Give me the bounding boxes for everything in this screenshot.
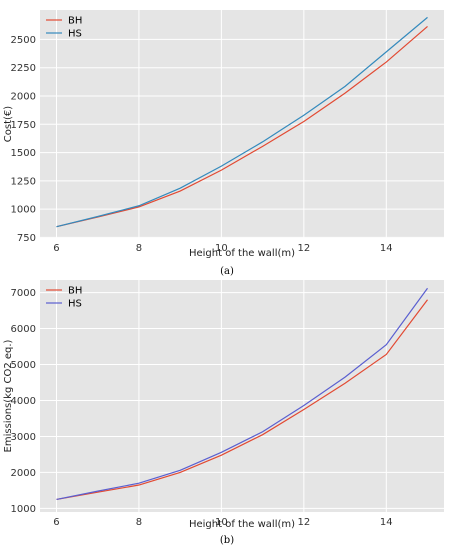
y-tick-label: 1250 [11, 176, 36, 187]
y-tick-label: 750 [17, 233, 36, 244]
x-axis-label: Height of the wall(m) [189, 519, 295, 530]
y-tick-label: 5000 [11, 360, 36, 371]
x-tick-label: 12 [297, 243, 310, 254]
y-tick-label: 2000 [11, 468, 36, 479]
cost-chart: 6 8 10 12 14 750 1000 1250 1500 1750 2000 2250 2500 B… [3, 10, 444, 259]
legend-entry: BH [68, 286, 82, 297]
legend-entry: HS [68, 29, 82, 40]
series-line-bh [56, 299, 428, 501]
panel-label-a: (a) [220, 266, 234, 277]
x-tick-label: 8 [136, 517, 142, 528]
y-tick-label: 7000 [11, 288, 36, 299]
y-tick-label: 4000 [11, 396, 36, 407]
y-tick-label: 1500 [11, 148, 36, 159]
x-tick-label: 6 [53, 517, 59, 528]
y-tick-label: 3000 [11, 432, 36, 443]
series-line-hs [56, 287, 428, 500]
series-line-bh [56, 25, 428, 228]
x-tick-label: 14 [380, 243, 393, 254]
series-line-hs [56, 16, 428, 228]
y-tick-label: 6000 [11, 324, 36, 335]
y-tick-label: 2250 [11, 63, 36, 74]
y-tick-label: 2000 [11, 91, 36, 102]
x-tick-label: 6 [53, 243, 59, 254]
y-tick-label: 1750 [11, 120, 36, 131]
y-tick-label: 1000 [11, 205, 36, 216]
legend-entry: BH [68, 16, 82, 27]
x-tick-label: 14 [380, 517, 393, 528]
y-tick-label: 1000 [11, 504, 36, 515]
x-tick-label: 12 [297, 517, 310, 528]
x-tick-label: 10 [215, 517, 228, 528]
emissions-chart: 6 8 10 12 14 1000 2000 3000 4000 5000 6000 7000 BH HS… [3, 280, 444, 530]
x-axis-label: Height of the wall(m) [189, 248, 295, 259]
y-axis-label: Cost(€) [3, 106, 14, 142]
plot-area [40, 280, 444, 512]
y-axis-label: Emissions(kg CO2 eq.) [3, 339, 14, 452]
legend-entry: HS [68, 299, 82, 310]
x-tick-label: 10 [215, 243, 228, 254]
y-tick-label: 2500 [11, 35, 36, 46]
panel-label-b: (b) [220, 535, 234, 546]
x-tick-label: 8 [136, 243, 142, 254]
